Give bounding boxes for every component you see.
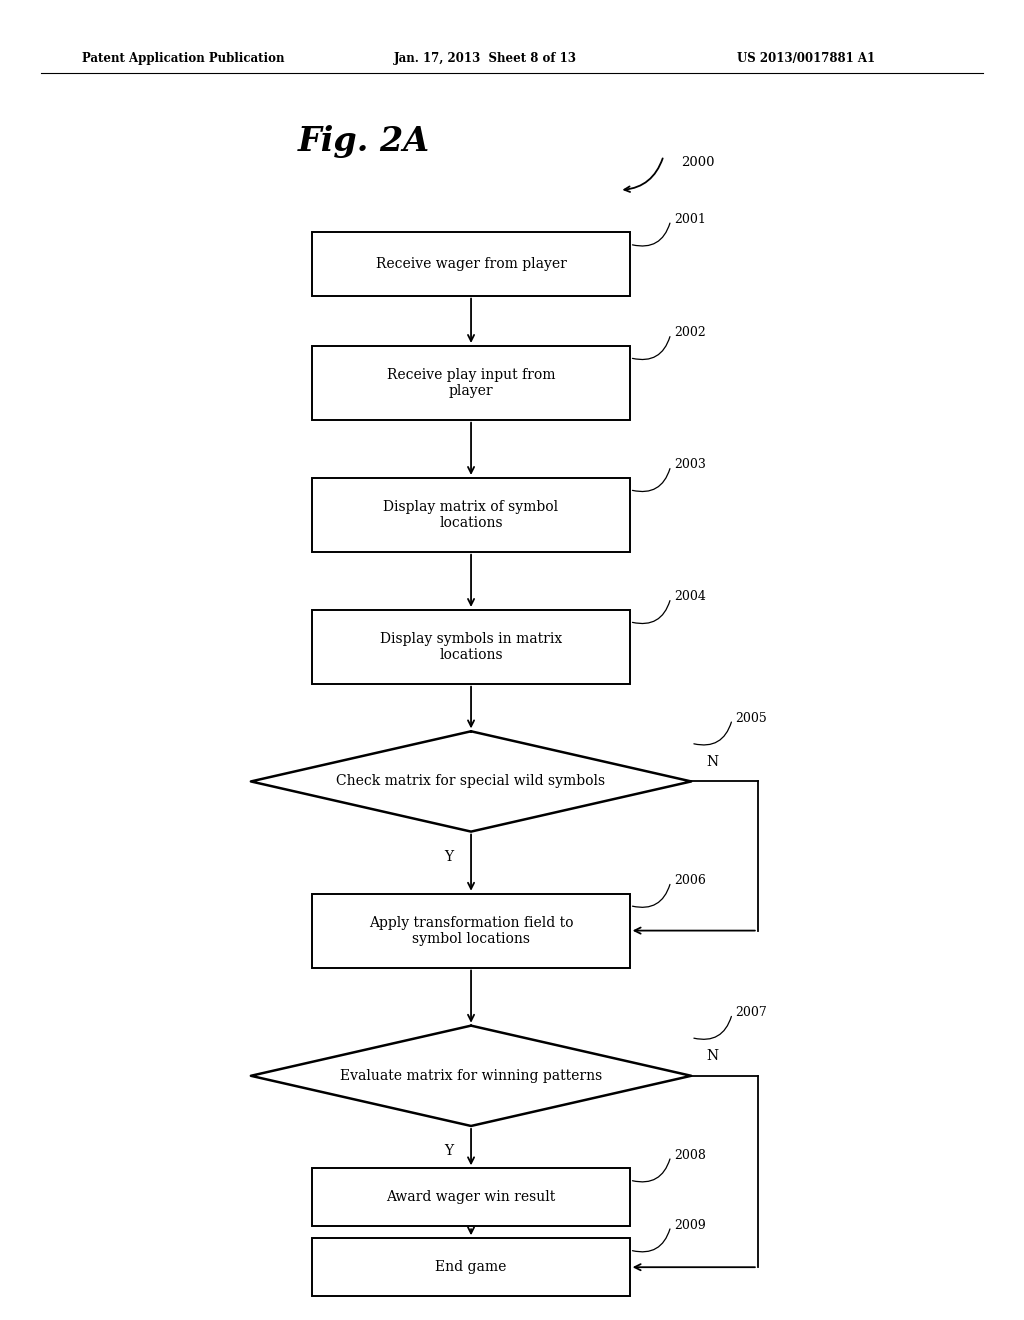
Text: 2007: 2007 — [735, 1006, 767, 1019]
Text: N: N — [707, 755, 719, 768]
Text: 2000: 2000 — [681, 156, 715, 169]
Text: 2004: 2004 — [674, 590, 706, 603]
Text: 2005: 2005 — [735, 711, 767, 725]
Text: Y: Y — [444, 850, 453, 863]
Bar — [312, 346, 630, 420]
Text: Patent Application Publication: Patent Application Publication — [82, 51, 285, 65]
Text: Fig. 2A: Fig. 2A — [297, 125, 430, 158]
Bar — [312, 232, 630, 296]
Text: 2008: 2008 — [674, 1148, 706, 1162]
Text: Display symbols in matrix
locations: Display symbols in matrix locations — [380, 632, 562, 661]
Text: 2003: 2003 — [674, 458, 706, 471]
Text: 2006: 2006 — [674, 874, 706, 887]
Text: End game: End game — [435, 1261, 507, 1274]
Text: Receive play input from
player: Receive play input from player — [387, 368, 555, 397]
Text: Y: Y — [444, 1144, 453, 1158]
Text: Evaluate matrix for winning patterns: Evaluate matrix for winning patterns — [340, 1069, 602, 1082]
Text: N: N — [707, 1049, 719, 1063]
Bar — [312, 1238, 630, 1296]
Text: Apply transformation field to
symbol locations: Apply transformation field to symbol loc… — [369, 916, 573, 945]
Text: Jan. 17, 2013  Sheet 8 of 13: Jan. 17, 2013 Sheet 8 of 13 — [394, 51, 578, 65]
Polygon shape — [251, 1026, 691, 1126]
Polygon shape — [251, 731, 691, 832]
Text: Receive wager from player: Receive wager from player — [376, 257, 566, 271]
Text: US 2013/0017881 A1: US 2013/0017881 A1 — [737, 51, 876, 65]
Text: Check matrix for special wild symbols: Check matrix for special wild symbols — [337, 775, 605, 788]
Text: Display matrix of symbol
locations: Display matrix of symbol locations — [383, 500, 559, 529]
Bar — [312, 894, 630, 968]
Text: Award wager win result: Award wager win result — [386, 1191, 556, 1204]
Bar — [312, 478, 630, 552]
Bar — [312, 1168, 630, 1226]
Text: 2002: 2002 — [674, 326, 706, 339]
Text: 2001: 2001 — [674, 213, 706, 226]
Bar — [312, 610, 630, 684]
Text: 2009: 2009 — [674, 1218, 706, 1232]
